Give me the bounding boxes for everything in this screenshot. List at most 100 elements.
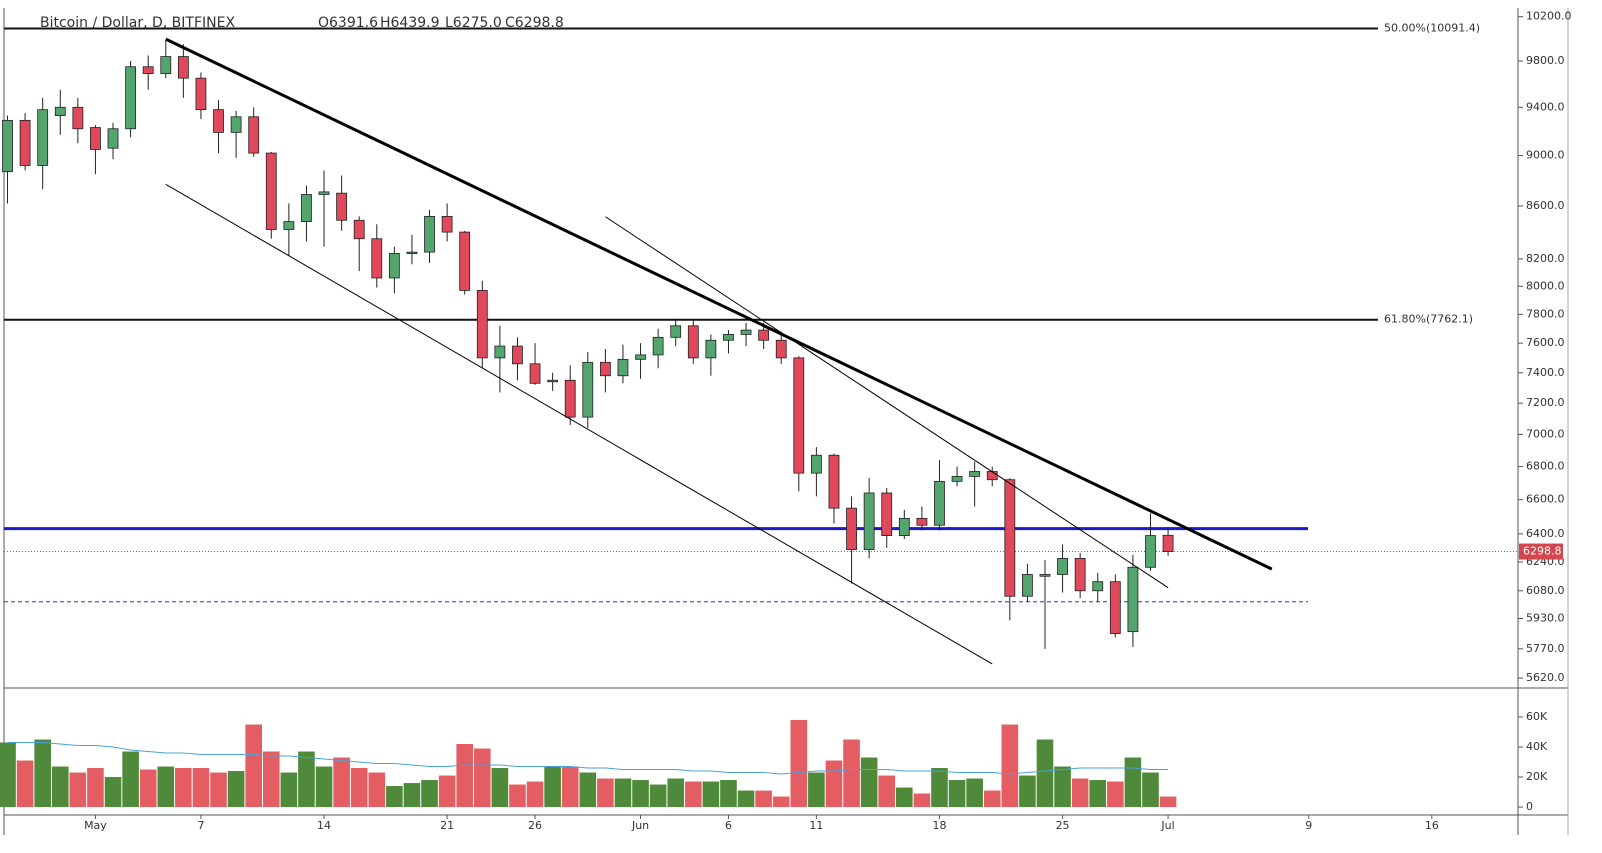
volume-bar (1001, 724, 1019, 808)
chart-title: Bitcoin / Dollar, D, BITFINEX (40, 15, 235, 31)
volume-bar (1089, 780, 1107, 808)
y-tick-label: 7800.0 (1526, 307, 1565, 320)
candle-body (810, 454, 822, 474)
candle-body (582, 361, 594, 418)
candle-body (758, 329, 770, 341)
x-tick-label: 16 (1425, 819, 1439, 832)
x-tick-label: 7 (197, 819, 204, 832)
x-tick-label: Jun (631, 819, 649, 832)
volume-bar (192, 768, 210, 808)
y-tick-label: 6400.0 (1526, 527, 1565, 540)
volume-bar (720, 780, 737, 808)
candle-body (1162, 534, 1174, 552)
y-tick-label: 9400.0 (1526, 100, 1565, 113)
y-tick-label: 6800.0 (1526, 460, 1565, 473)
x-tick-label: 11 (809, 819, 823, 832)
ohlc-value: O6391.6 (318, 15, 378, 31)
candle-body (459, 231, 471, 291)
candle-body (687, 325, 699, 359)
candle-body (336, 192, 348, 221)
candle-body (125, 66, 137, 130)
y-tick-label: 8600.0 (1526, 199, 1565, 212)
candle-body (951, 476, 963, 482)
volume-bar (913, 793, 931, 808)
candle-body (775, 339, 787, 359)
y-tick-label: 8000.0 (1526, 279, 1565, 292)
volume-bar (139, 769, 157, 808)
candle-body (1127, 566, 1139, 633)
volume-bar (280, 772, 298, 808)
candle-body (898, 517, 910, 536)
candle-body (1092, 581, 1104, 592)
volume-bar (245, 724, 262, 808)
volume-bar (1124, 757, 1142, 808)
candle-body (652, 336, 664, 356)
volume-bar (51, 766, 69, 808)
y-tick-label: 9800.0 (1526, 54, 1565, 67)
volume-bar (1159, 796, 1177, 808)
ohlc-value: L6275.0 (445, 15, 502, 31)
volume-bar (702, 781, 720, 808)
volume-bar (350, 768, 368, 808)
candle-body (424, 215, 435, 253)
trendline (165, 37, 1273, 571)
volume-bar (386, 786, 403, 808)
last-price-tag (1519, 543, 1563, 560)
x-tick-label: 6 (725, 819, 732, 832)
x-tick-label: 26 (528, 819, 542, 832)
volume-bar (122, 751, 139, 808)
y-tick-label: 10200.0 (1526, 10, 1572, 23)
candle-body (705, 339, 717, 359)
candle-body (230, 116, 242, 133)
y-tick-label: 9000.0 (1526, 149, 1565, 162)
volume-bar (157, 766, 175, 808)
x-tick-label: 9 (1305, 819, 1312, 832)
volume-bar (772, 796, 790, 808)
volume-bar (368, 772, 386, 808)
candle-body (916, 517, 928, 526)
x-tick-label: 18 (932, 819, 946, 832)
candle-body (512, 345, 523, 365)
candle-body (318, 191, 330, 195)
candle-body (195, 77, 207, 111)
candle-body (969, 471, 981, 477)
volume-bar (456, 744, 474, 808)
ohlc-value: H6439.9 (380, 15, 440, 31)
volume-bar (473, 748, 491, 808)
y-tick-label: 6080.0 (1526, 584, 1565, 597)
candle-body (1039, 574, 1051, 577)
candle-body (2, 119, 13, 173)
candle-body (388, 253, 400, 279)
candle-body (107, 128, 119, 149)
candle-body (301, 194, 312, 222)
candle-body (441, 215, 453, 233)
fib-level-label: 50.00%(10091.4) (1384, 22, 1480, 35)
volume-bar (808, 772, 825, 808)
fib-level-label: 61.80%(7762.1) (1384, 313, 1473, 326)
volume-bar (685, 781, 702, 808)
x-tick-label: 14 (317, 819, 331, 832)
volume-bar (491, 768, 509, 808)
candle-body (828, 454, 840, 509)
y-tick-label: 5620.0 (1526, 671, 1565, 684)
volume-bar (597, 778, 614, 808)
candle-body (160, 56, 172, 74)
y-tick-label: 5770.0 (1526, 642, 1565, 655)
candle-body (142, 66, 154, 74)
candle-body (90, 127, 101, 150)
candle-body (72, 106, 84, 130)
volume-bar (579, 772, 597, 808)
volume-bar (632, 780, 649, 808)
volume-bar (755, 790, 772, 808)
volume-bar (0, 742, 16, 808)
trendline (605, 216, 1169, 589)
candle-body (617, 358, 629, 377)
volume-bar (526, 781, 544, 808)
y-tick-label: 7200.0 (1526, 396, 1565, 409)
volume-bar (16, 760, 34, 808)
ohlc-value: C6298.8 (505, 15, 564, 31)
volume-bar (1071, 778, 1089, 808)
volume-bar (227, 771, 245, 808)
volume-bar (983, 790, 1001, 808)
